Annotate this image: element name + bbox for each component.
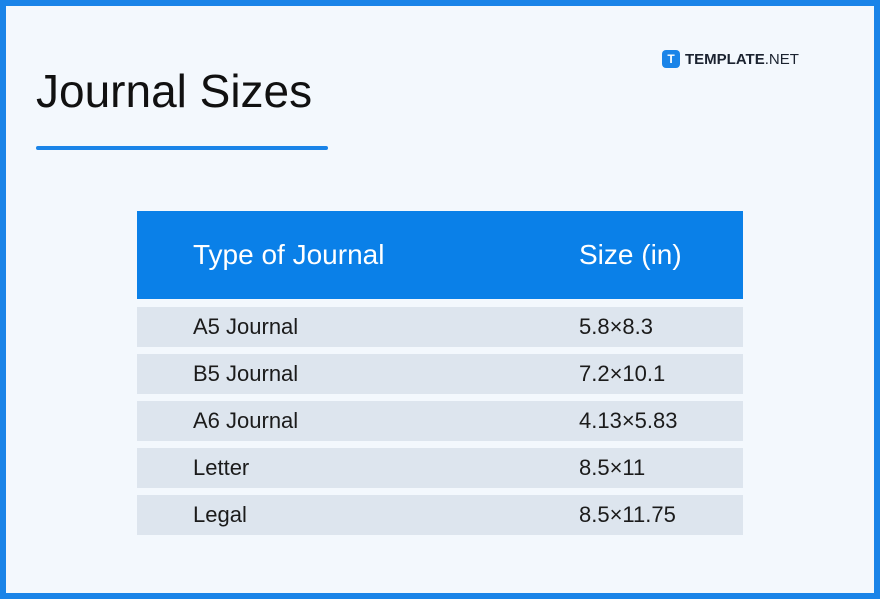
table-row: Letter 8.5×11 [137,448,743,488]
logo-text: TEMPLATE [685,50,765,68]
table-cell: B5 Journal [193,361,299,386]
table-cell: 5.8×8.3 [579,314,654,339]
logo: T TEMPLATE .NET [662,50,799,68]
title-underline [36,146,328,150]
table-cell: 8.5×11.75 [579,502,676,527]
table-cell: Letter [193,455,250,480]
logo-icon: T [662,50,680,68]
table-cell: Legal [193,502,247,527]
table-row: A5 Journal 5.8×8.3 [137,307,743,347]
column-header: Type of Journal [193,239,385,270]
table-row: A6 Journal 4.13×5.83 [137,401,743,441]
table-row: B5 Journal 7.2×10.1 [137,354,743,394]
table-cell: A6 Journal [193,408,299,433]
table-cell: 4.13×5.83 [579,408,678,433]
title: Journal Sizes [36,65,313,117]
table-cell: 8.5×11 [579,455,646,480]
column-header: Size (in) [579,239,682,270]
logo-suffix: .NET [764,50,799,68]
table: Type of Journal Size (in) A5 Journal 5.8×… [137,211,743,542]
table-cell: A5 Journal [193,314,299,339]
table-row: Legal 8.5×11.75 [137,495,743,535]
table-cell: 7.2×10.1 [579,361,666,386]
table-header: Type of Journal Size (in) [137,211,743,299]
